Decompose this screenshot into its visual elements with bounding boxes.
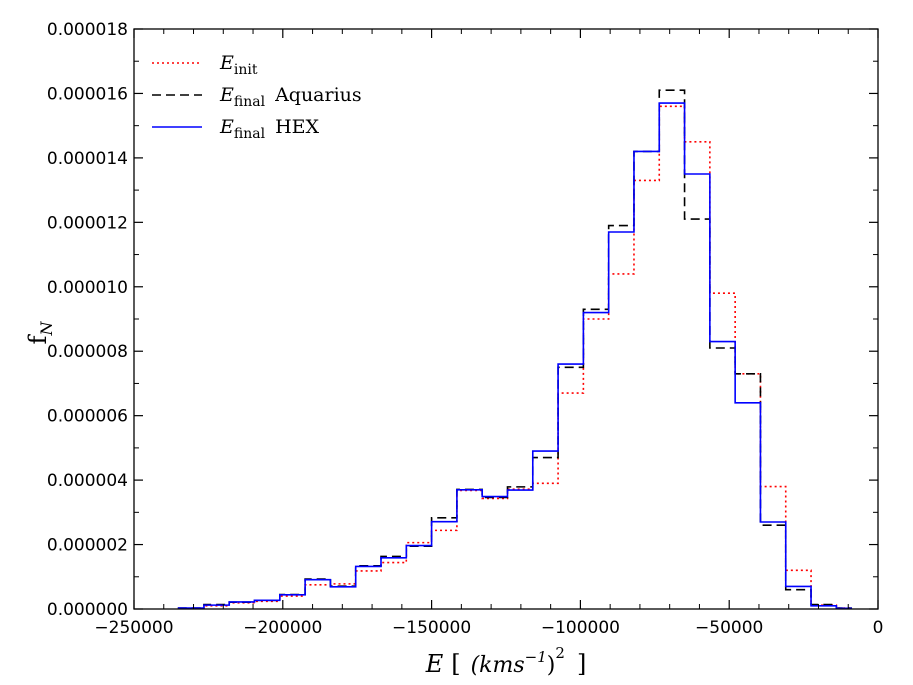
series-layer — [177, 89, 853, 610]
x-axis-label-close-bracket: ] — [577, 650, 586, 678]
x-tick-labels: −250000 −200000 −150000 −100000 −50000 0 — [94, 618, 883, 638]
legend-label-init: Einit — [219, 52, 258, 78]
y-tick-label: 0.000006 — [47, 407, 128, 427]
legend-label-hex: Efinal HEX — [219, 116, 320, 142]
y-tick-label: 0.000004 — [47, 471, 128, 491]
x-axis-label-close-paren: ) — [547, 653, 556, 678]
legend: Einit Efinal Aquarius Efinal HEX — [152, 52, 362, 142]
x-axis-label-open-bracket: [ — [451, 650, 460, 678]
x-axis-label-exponent-2: 2 — [555, 644, 565, 662]
series-0-line — [177, 105, 853, 610]
y-tick-label: 0.000014 — [47, 149, 128, 169]
x-axis-label-exponent-1: −1 — [525, 648, 547, 666]
y-axis-label-sub: N — [37, 321, 56, 337]
x-tick-label: −50000 — [695, 618, 763, 638]
y-tick-label: 0.000018 — [47, 20, 128, 40]
y-tick-label: 0.000002 — [47, 536, 128, 556]
x-tick-label: −150000 — [392, 618, 471, 638]
x-tick-label: 0 — [873, 618, 884, 638]
series-2-line — [177, 102, 853, 610]
x-axis-label: E[ (kms−1)2] — [425, 644, 587, 678]
y-axis-label: fN — [24, 321, 56, 345]
y-tick-label: 0.000000 — [47, 600, 128, 620]
x-tick-label: −100000 — [541, 618, 620, 638]
x-axis-label-var: E — [425, 650, 444, 678]
y-tick-label: 0.000012 — [47, 213, 128, 233]
y-tick-label: 0.000016 — [47, 84, 128, 104]
y-tick-label: 0.000008 — [47, 342, 128, 362]
y-axis-label-base: f — [24, 333, 52, 344]
x-tick-label: −200000 — [243, 618, 322, 638]
legend-label-aquarius: Efinal Aquarius — [219, 84, 362, 110]
x-axis-label-units: (kms — [471, 653, 525, 678]
x-tick-label: −250000 — [94, 618, 173, 638]
y-tick-label: 0.000010 — [47, 278, 128, 298]
plot-frame — [133, 28, 879, 610]
y-tick-labels: 0.000000 0.000002 0.000004 0.000006 0.000008… — [47, 20, 128, 620]
series-1-line — [177, 89, 853, 609]
